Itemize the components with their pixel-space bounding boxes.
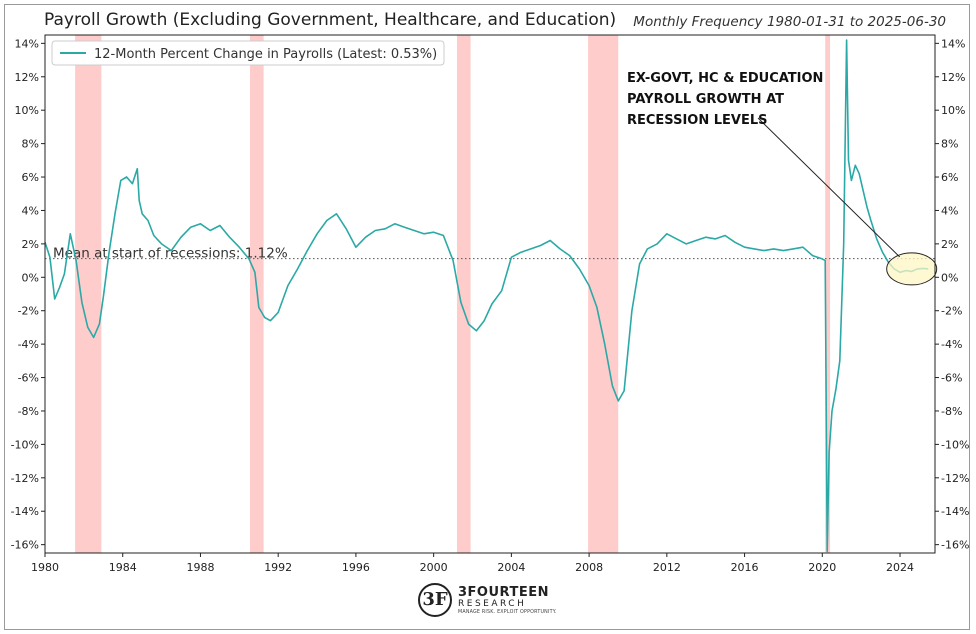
y-tick-label-right: 4% [941, 204, 958, 217]
y-tick-label-left: -16% [11, 539, 39, 552]
y-tick-label-left: -2% [18, 305, 39, 318]
y-tick-label-right: -6% [941, 372, 962, 385]
x-tick-label: 2024 [886, 561, 914, 574]
legend: 12-Month Percent Change in Payrolls (Lat… [51, 40, 445, 66]
y-tick-label-right: 6% [941, 171, 958, 184]
logo-icon: 3F [418, 583, 452, 617]
y-tick-label-left: 2% [22, 238, 39, 251]
chart-frame [4, 4, 970, 630]
x-tick-label: 2008 [575, 561, 603, 574]
y-tick-label-left: -10% [11, 438, 39, 451]
annotation-text: EX-GOVT, HC & EDUCATION PAYROLL GROWTH A… [627, 71, 828, 128]
mean-line-group: Mean at start of recessions: 1.12% [45, 246, 935, 262]
axes [44, 34, 936, 554]
annotation-line-1: EX-GOVT, HC & EDUCATION [627, 71, 823, 86]
y-tick-label-left: -8% [18, 405, 39, 418]
y-tick-label-right: -14% [941, 505, 969, 518]
y-tick-label-right: 2% [941, 238, 958, 251]
x-tick-label: 1980 [31, 561, 59, 574]
series-line [44, 39, 929, 553]
y-tick-label-left: 14% [15, 37, 39, 50]
annotation-group: EX-GOVT, HC & EDUCATION PAYROLL GROWTH A… [627, 71, 938, 286]
chart-subtitle: Monthly Frequency 1980-01-31 to 2025-06-… [633, 14, 946, 30]
y-tick-label-right: -4% [941, 338, 962, 351]
x-tick-label: 1996 [342, 561, 370, 574]
annotation-arrow [757, 117, 901, 258]
y-tick-label-left: -12% [11, 472, 39, 485]
y-tick-label-left: 12% [15, 71, 39, 84]
recession-band-5 [825, 35, 831, 553]
y-tick-label-left: 8% [22, 138, 39, 151]
logo-name: 3FOURTEEN [458, 585, 549, 600]
x-tick-label: 1984 [109, 561, 137, 574]
legend-box [51, 40, 445, 66]
y-tick-label-right: 12% [941, 71, 965, 84]
y-tick-label-right: -10% [941, 438, 969, 451]
y-tick-label-left: -6% [18, 372, 39, 385]
y-tick-label-left: -14% [11, 505, 39, 518]
mean-label: Mean at start of recessions: 1.12% [53, 246, 288, 262]
y-tick-label-left: 6% [22, 171, 39, 184]
y-tick-label-right: 14% [941, 37, 965, 50]
logo-sub: RESEARCH [458, 599, 527, 609]
y-tick-label-right: 8% [941, 138, 958, 151]
recession-band-4 [588, 35, 619, 553]
y-tick-label-right: 0% [941, 271, 958, 284]
x-tick-label: 2004 [497, 561, 525, 574]
y-tick-label-right: -16% [941, 539, 969, 552]
x-tick-label: 2012 [653, 561, 681, 574]
x-tick-label: 2016 [731, 561, 759, 574]
series-group [44, 39, 929, 553]
plot-border [44, 34, 936, 554]
recession-bands [75, 35, 831, 553]
legend-label: 12-Month Percent Change in Payrolls (Lat… [94, 47, 437, 62]
y-tick-label-left: 0% [22, 271, 39, 284]
x-tick-label: 1988 [186, 561, 214, 574]
y-tick-label-right: 10% [941, 104, 965, 117]
x-tick-label: 2000 [420, 561, 448, 574]
recession-band-3 [456, 35, 471, 553]
chart-title: Payroll Growth (Excluding Government, He… [44, 10, 617, 30]
annotation-line-3: RECESSION LEVELS [627, 113, 768, 128]
y-tick-label-left: 10% [15, 104, 39, 117]
brand-logo: 3F 3FOURTEEN RESEARCH MANAGE RISK. EXPLO… [418, 583, 568, 623]
y-tick-label-right: -8% [941, 405, 962, 418]
y-tick-label-left: 4% [22, 204, 39, 217]
y-tick-label-right: -2% [941, 305, 962, 318]
logo-tagline: MANAGE RISK. EXPLOIT OPPORTUNITY. [458, 610, 557, 615]
annotation-line-2: PAYROLL GROWTH AT [627, 92, 784, 107]
y-tick-label-right: -12% [941, 472, 969, 485]
y-tick-label-left: -4% [18, 338, 39, 351]
recession-band-1 [75, 35, 102, 553]
x-tick-label: 2020 [808, 561, 836, 574]
x-tick-label: 1992 [264, 561, 292, 574]
ticks: 1980 1984 1988 1992 1996 2000 2004 2008 2012 2016… [11, 37, 970, 574]
annotation-ellipse [886, 252, 938, 286]
